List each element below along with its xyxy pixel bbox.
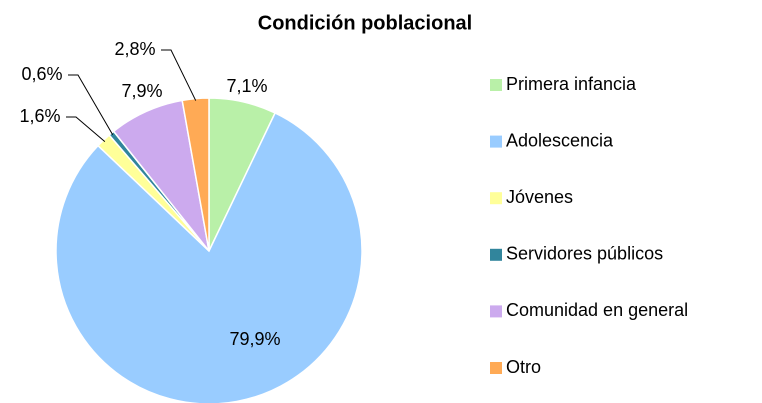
- legend-swatch: [490, 79, 502, 91]
- legend-swatch: [490, 305, 502, 318]
- data-label: 79,9%: [229, 329, 280, 349]
- legend-label: Otro: [506, 357, 541, 377]
- legend-label: Adolescencia: [506, 130, 614, 150]
- legend-label: Primera infancia: [506, 74, 637, 94]
- legend-swatch: [490, 135, 502, 148]
- legend-label: Servidores públicos: [506, 244, 663, 264]
- data-label: 0,6%: [21, 64, 62, 84]
- data-label: 7,9%: [121, 81, 162, 101]
- legend-swatch: [490, 192, 502, 205]
- legend-label: Jóvenes: [506, 187, 573, 207]
- pie-slice: [181, 97, 210, 252]
- leader-line: [68, 74, 114, 135]
- pie-slice: [55, 112, 363, 403]
- data-label: 2,8%: [114, 39, 155, 59]
- legend-label: Comunidad en general: [506, 300, 688, 320]
- data-label: 7,1%: [226, 76, 267, 96]
- leader-line: [66, 116, 106, 143]
- legend-swatch: [490, 362, 502, 374]
- legend-swatch: [490, 248, 502, 261]
- leader-line: [161, 49, 197, 101]
- chart-title: Condición poblacional: [258, 12, 472, 34]
- data-label: 1,6%: [19, 106, 60, 126]
